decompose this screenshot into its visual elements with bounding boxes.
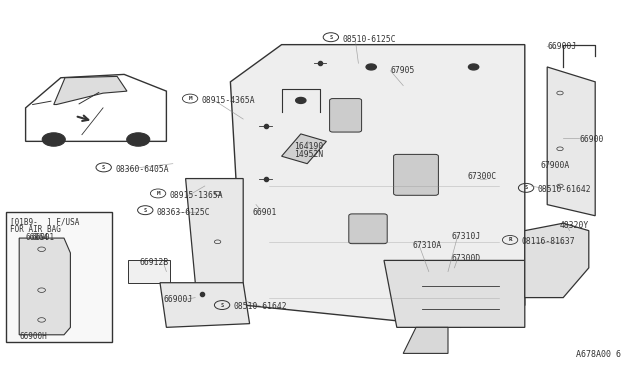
Circle shape: [127, 133, 150, 146]
Polygon shape: [186, 179, 243, 316]
Polygon shape: [54, 76, 127, 105]
Text: 08360-6405A: 08360-6405A: [115, 165, 169, 174]
Text: 08510-6125C: 08510-6125C: [342, 35, 396, 44]
Polygon shape: [525, 223, 589, 298]
Text: 67310J: 67310J: [451, 232, 481, 241]
Text: 67300D: 67300D: [451, 254, 481, 263]
Polygon shape: [230, 45, 525, 327]
Text: 66900H: 66900H: [19, 331, 47, 340]
Text: 66900J: 66900J: [547, 42, 577, 51]
FancyBboxPatch shape: [394, 154, 438, 195]
Text: 67900A: 67900A: [541, 161, 570, 170]
Circle shape: [366, 64, 376, 70]
Polygon shape: [160, 283, 250, 327]
Text: S: S: [144, 208, 147, 213]
Text: 66900: 66900: [579, 135, 604, 144]
Polygon shape: [403, 327, 448, 353]
Text: R: R: [508, 237, 512, 243]
Text: 164190: 164190: [294, 142, 324, 151]
Text: 08915-1365A: 08915-1365A: [170, 191, 223, 200]
Text: 67300C: 67300C: [467, 172, 497, 181]
Polygon shape: [384, 260, 525, 327]
FancyBboxPatch shape: [330, 99, 362, 132]
FancyBboxPatch shape: [349, 214, 387, 244]
Polygon shape: [282, 134, 326, 164]
Text: [01B9-  ] F/USA: [01B9- ] F/USA: [10, 218, 79, 227]
Text: S: S: [330, 35, 332, 40]
Text: S: S: [221, 302, 223, 308]
Text: 08510-61642: 08510-61642: [538, 185, 591, 194]
Text: 66901: 66901: [253, 208, 277, 217]
Text: M: M: [156, 191, 160, 196]
Text: A678A00 6: A678A00 6: [576, 350, 621, 359]
Text: 66900J: 66900J: [163, 295, 193, 304]
Polygon shape: [547, 67, 595, 216]
Circle shape: [296, 97, 306, 103]
Text: FOR AIR BAG: FOR AIR BAG: [10, 225, 60, 234]
Text: 08363-6125C: 08363-6125C: [157, 208, 211, 217]
Circle shape: [42, 133, 65, 146]
Text: 66964: 66964: [26, 233, 49, 242]
Text: 48320Y: 48320Y: [560, 221, 589, 230]
Text: 67905: 67905: [390, 66, 415, 75]
Bar: [128, 260, 170, 283]
Text: S: S: [102, 165, 105, 170]
Text: 66912B: 66912B: [140, 258, 169, 267]
Bar: [6, 212, 112, 342]
Circle shape: [468, 64, 479, 70]
Text: 08116-81637: 08116-81637: [522, 237, 575, 246]
Text: 08510-61642: 08510-61642: [234, 302, 287, 311]
Text: 66901: 66901: [32, 232, 55, 241]
Text: 67310A: 67310A: [413, 241, 442, 250]
Polygon shape: [19, 238, 70, 335]
Text: S: S: [525, 185, 527, 190]
Text: M: M: [188, 96, 192, 101]
Text: 08915-4365A: 08915-4365A: [202, 96, 255, 105]
Text: 14952N: 14952N: [294, 150, 324, 159]
